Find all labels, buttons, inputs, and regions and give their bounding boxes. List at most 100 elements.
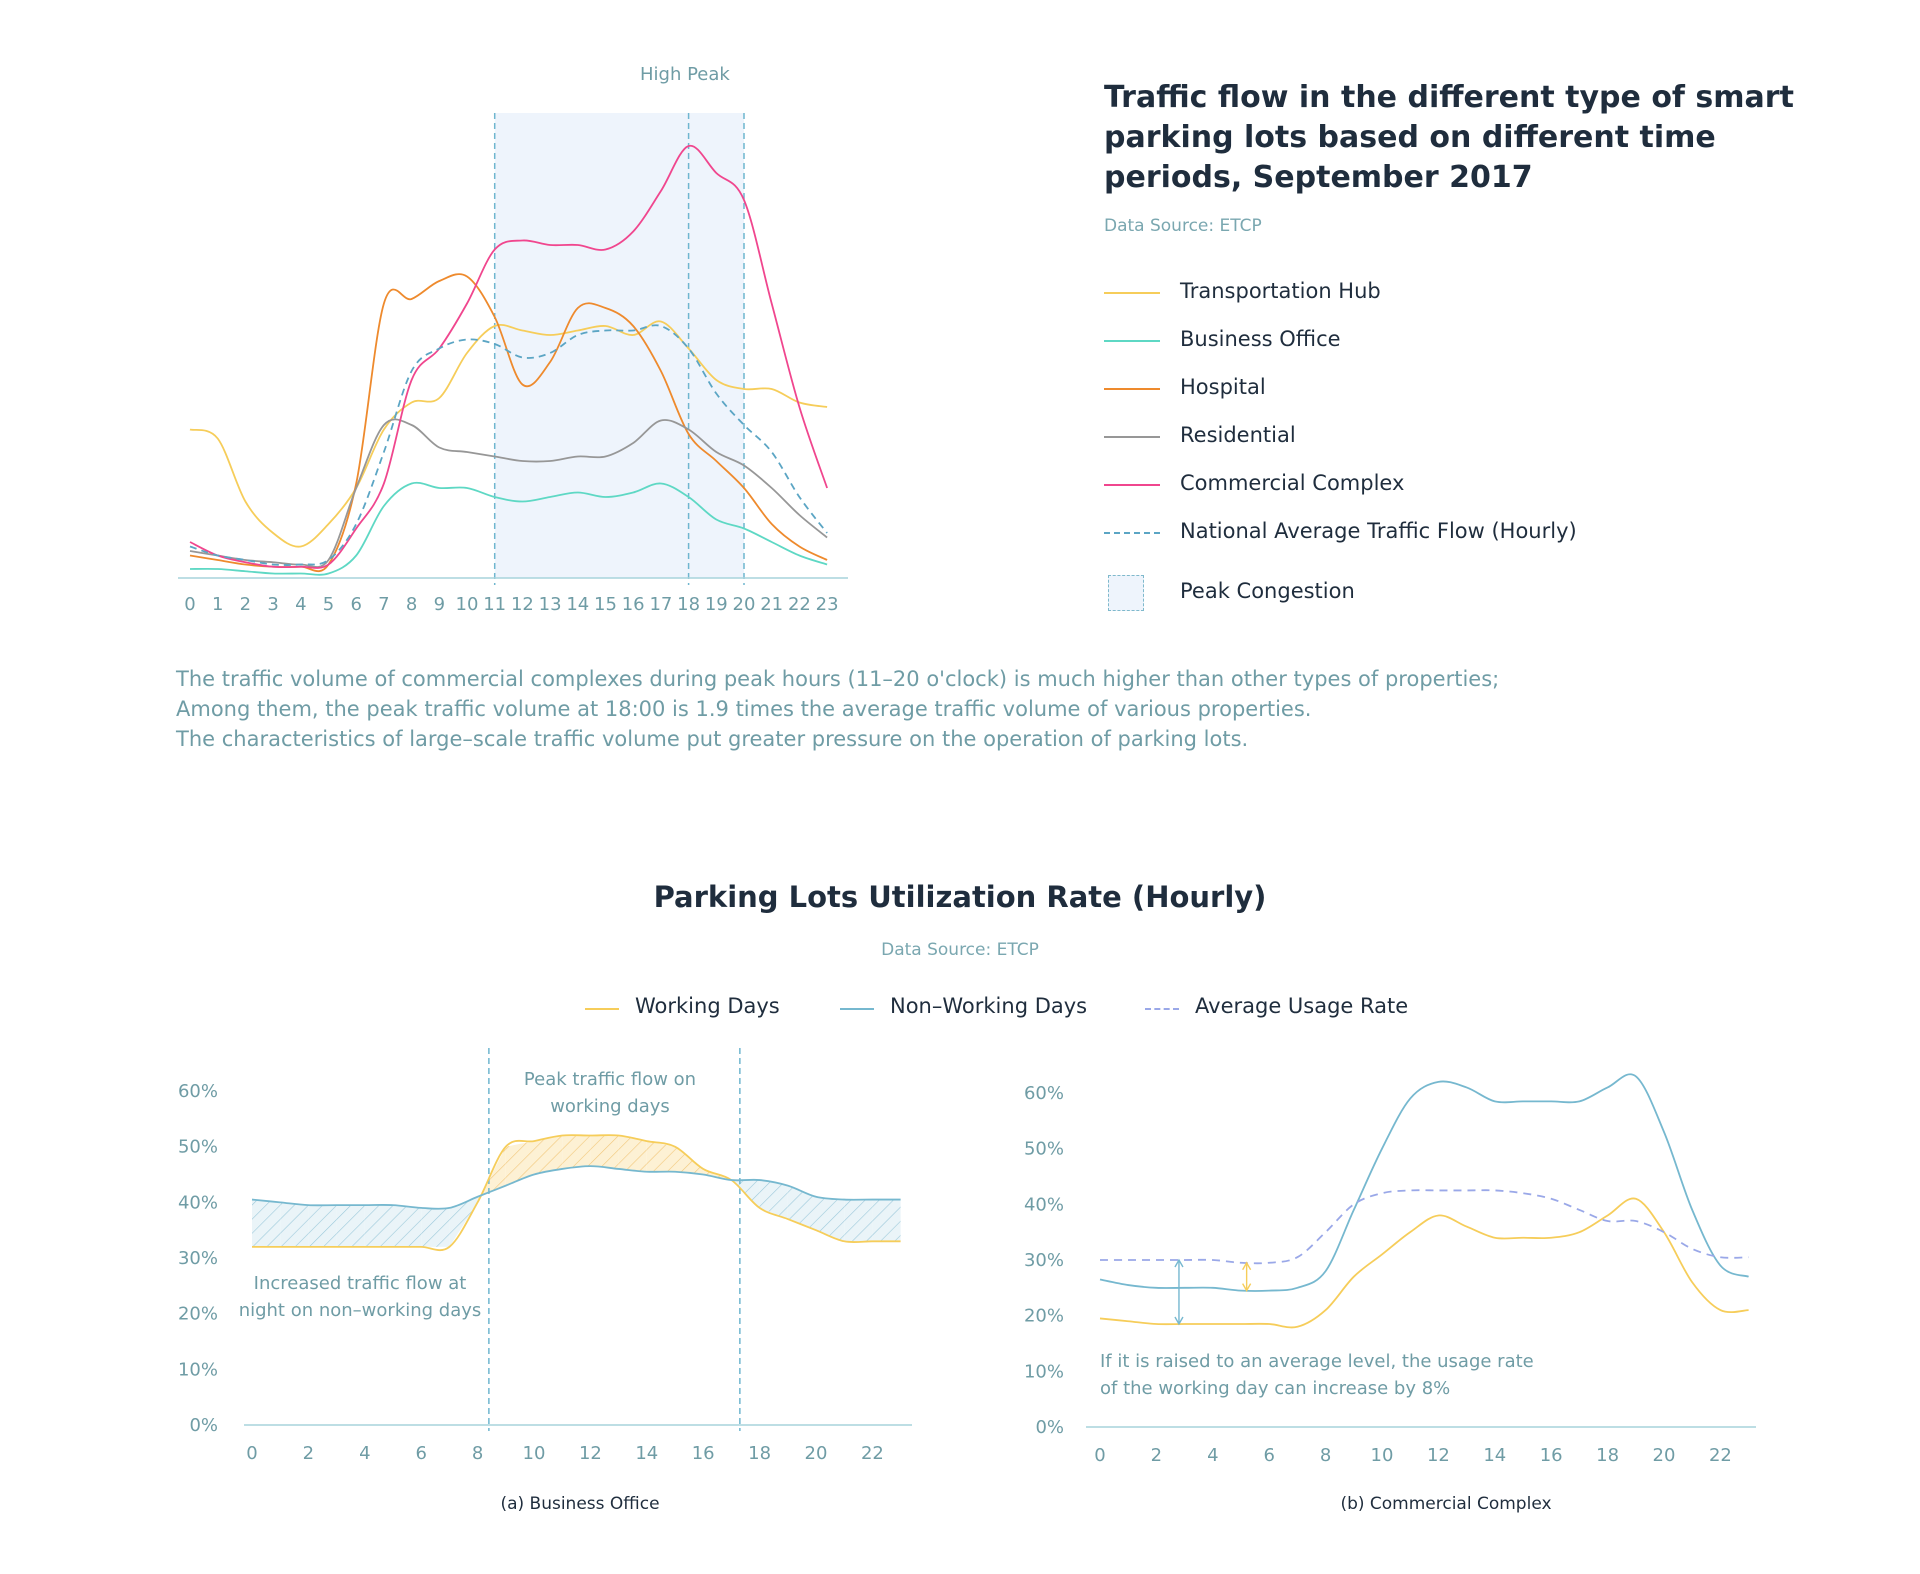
x-tick-label: 20: [1653, 1445, 1676, 1466]
x-tick-label: 16: [692, 1443, 715, 1464]
legend-swatch: [1145, 1008, 1179, 1010]
series-line-commercial-complex: [189, 145, 828, 569]
series-line-business-office: [189, 481, 828, 576]
x-tick-label: 16: [1540, 1445, 1563, 1466]
annotation-line: night on non–working days: [238, 1300, 482, 1321]
legend-item-business-office: Business Office: [1104, 321, 1824, 361]
legend-swatch: [1104, 388, 1160, 390]
x-tick-label: 10: [456, 594, 479, 615]
legend-swatch: [1104, 436, 1160, 438]
legend-swatch: [1104, 292, 1160, 294]
series-line-non-working-days: [1099, 1073, 1749, 1292]
peak-congestion-swatch: [1108, 575, 1144, 611]
traffic-flow-chart: 0 1 2 3 4 5 6 7 8 9 10 11 12 13 14 15 16 17 18 19 20 21 22 23: [178, 113, 848, 615]
summary-text: The traffic volume of commercial complex…: [176, 664, 1676, 754]
y-tick-label: 10%: [178, 1359, 218, 1380]
annotation-night-non-working: Increased traffic flow at night on non–w…: [230, 1270, 490, 1324]
legend-label: Transportation Hub: [1180, 279, 1381, 303]
gap-area: [731, 1180, 760, 1208]
legend-label: Peak Congestion: [1180, 579, 1355, 603]
legend-label: Residential: [1180, 423, 1296, 447]
series-line-average-usage-rate: [1100, 1189, 1749, 1265]
y-tick-label: 40%: [178, 1192, 218, 1213]
x-tick-label: 4: [359, 1443, 370, 1464]
series-line-non-working-days: [251, 1165, 901, 1210]
gap-area: [562, 1135, 591, 1169]
y-tick-label: 10%: [1024, 1361, 1064, 1382]
legend-label: Average Usage Rate: [1195, 994, 1409, 1018]
y-tick-label: 60%: [178, 1081, 218, 1102]
x-tick-label: 23: [816, 594, 839, 615]
gap-arrow-head: [1174, 1316, 1184, 1326]
legend-item-hospital: Hospital: [1104, 369, 1824, 409]
x-tick-label: 22: [861, 1443, 884, 1464]
x-tick-label: 22: [788, 594, 811, 615]
x-tick-label: 6: [350, 594, 361, 615]
annotation-raise-usage: If it is raised to an average level, the…: [1100, 1348, 1600, 1402]
series-line-national-average-traffic-flow-hourly: [189, 324, 828, 566]
gap-area: [844, 1199, 873, 1242]
x-tick-label: 12: [511, 594, 534, 615]
annotation-line: Peak traffic flow on: [523, 1069, 697, 1090]
y-tick-label: 40%: [1024, 1194, 1064, 1215]
x-tick-label: 5: [323, 594, 334, 615]
x-tick-label: 18: [1596, 1445, 1619, 1466]
x-tick-label: 14: [566, 594, 589, 615]
x-tick-label: 14: [1483, 1445, 1506, 1466]
legend-item-peak-congestion: Peak Congestion: [1104, 573, 1824, 613]
y-tick-label: 20%: [1024, 1306, 1064, 1327]
x-tick-label: 13: [539, 594, 562, 615]
y-tick-label: 20%: [178, 1304, 218, 1325]
gap-area: [336, 1205, 365, 1247]
summary-line: The traffic volume of commercial complex…: [176, 667, 1500, 691]
x-tick-label: 11: [483, 594, 506, 615]
x-tick-label: 3: [267, 594, 278, 615]
x-tick-label: 8: [472, 1443, 483, 1464]
gap-area: [280, 1202, 309, 1247]
chart-title: Traffic flow in the different type of sm…: [1104, 80, 1794, 195]
gap-area: [252, 1199, 281, 1247]
x-tick-label: 18: [677, 594, 700, 615]
x-tick-label: 12: [1427, 1445, 1450, 1466]
x-tick-label: 7: [378, 594, 389, 615]
x-tick-label: 10: [1371, 1445, 1394, 1466]
legend-swatch: [1104, 340, 1160, 342]
x-tick-label: 9: [434, 594, 445, 615]
high-peak-label: High Peak: [640, 64, 730, 85]
x-tick-label: 8: [1320, 1445, 1331, 1466]
legend-swatch: [1104, 532, 1160, 534]
legend-swatch: [585, 1008, 619, 1010]
annotation-line: Increased traffic flow at: [253, 1273, 467, 1294]
gap-area: [505, 1141, 534, 1186]
annotation-peak-working-days: Peak traffic flow on working days: [480, 1066, 740, 1120]
annotation-line: of the working day can increase by 8%: [1100, 1378, 1451, 1399]
gap-area: [675, 1146, 704, 1175]
x-tick-label: 2: [240, 594, 251, 615]
caption-business-office: (a) Business Office: [500, 1494, 660, 1514]
legend-item-residential: Residential: [1104, 417, 1824, 457]
gap-area: [364, 1205, 393, 1247]
gap-area: [449, 1196, 478, 1247]
peak-congestion-band: [494, 113, 744, 578]
x-tick-label: 16: [622, 594, 645, 615]
y-tick-label: 0%: [189, 1415, 218, 1436]
gap-arrow-head: [1174, 1258, 1184, 1268]
gap-area: [590, 1135, 619, 1169]
legend-label: National Average Traffic Flow (Hourly): [1180, 519, 1577, 543]
annotation-line: working days: [550, 1096, 670, 1117]
gap-area: [787, 1185, 816, 1231]
x-tick-label: 4: [1207, 1445, 1218, 1466]
gap-arrow-head: [1242, 1261, 1252, 1271]
gap-area: [393, 1205, 422, 1247]
series-line-working-days: [252, 1134, 901, 1252]
x-tick-label: 2: [1151, 1445, 1162, 1466]
legend-item-commercial-complex: Commercial Complex: [1104, 465, 1824, 505]
x-tick-label: 20: [733, 594, 756, 615]
summary-line: The characteristics of large–scale traff…: [176, 727, 1249, 751]
gap-area: [703, 1168, 732, 1181]
caption-commercial-complex: (b) Commercial Complex: [1340, 1494, 1552, 1514]
x-tick-label: 0: [184, 594, 195, 615]
series-line-working-days: [1099, 1197, 1749, 1329]
gap-arrow-head: [1242, 1283, 1252, 1293]
legend-swatch: [1104, 484, 1160, 486]
